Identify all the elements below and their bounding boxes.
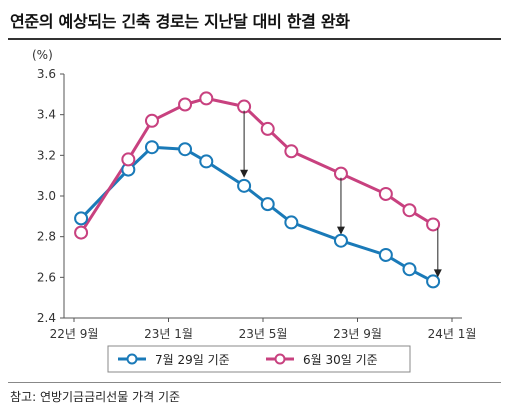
y-tick-label: 2.6 <box>37 270 56 284</box>
legend: 7월 29일 기준 6월 30일 기준 <box>107 345 411 373</box>
data-point-0 <box>178 142 193 157</box>
data-point-0 <box>74 211 89 226</box>
data-point-0 <box>144 140 159 155</box>
x-tick-label: 23년 9월 <box>333 327 382 341</box>
y-tick-label: 3.6 <box>37 67 56 81</box>
data-point-1 <box>74 225 89 240</box>
source-note: 참고: 연방기금금리선물 가격 기준 <box>10 390 181 404</box>
data-point-0 <box>237 178 252 193</box>
footer-divider <box>8 382 501 383</box>
data-point-1 <box>199 91 214 106</box>
x-tick-label: 24년 1월 <box>428 327 477 341</box>
data-point-0 <box>426 274 441 289</box>
annotation-arrows <box>240 110 442 278</box>
y-tick-label: 3.0 <box>37 189 56 203</box>
y-tick-label: 2.8 <box>37 230 56 244</box>
data-point-1 <box>178 97 193 112</box>
title-divider <box>8 38 501 40</box>
arrow-head <box>336 226 345 235</box>
legend-label-jul: 7월 29일 기준 <box>155 353 230 367</box>
legend-label-jun: 6월 30일 기준 <box>303 353 378 367</box>
chart-title: 연준의 예상되는 긴축 경로는 지난달 대비 한결 완화 <box>10 12 350 31</box>
data-point-1 <box>144 113 159 128</box>
data-point-1 <box>260 121 275 136</box>
data-point-0 <box>284 215 299 230</box>
y-tick-label: 3.4 <box>37 108 56 122</box>
x-axis-ticks: 22년 9월 23년 1월 23년 5월 23년 9월 24년 1월 <box>50 318 477 341</box>
data-point-1 <box>121 152 136 167</box>
arrow-head <box>433 269 442 278</box>
series-layer <box>74 91 441 289</box>
data-point-1 <box>378 186 393 201</box>
x-tick-label: 23년 1월 <box>144 327 193 341</box>
data-point-0 <box>333 233 348 248</box>
legend-marker-jun <box>274 353 286 365</box>
data-point-1 <box>284 144 299 159</box>
data-point-0 <box>260 197 275 212</box>
y-axis-ticks: 2.4 2.6 2.8 3.0 3.2 3.4 3.6 <box>37 67 64 325</box>
x-tick-label: 23년 5월 <box>239 327 288 341</box>
data-point-0 <box>402 262 417 277</box>
legend-box <box>107 345 411 373</box>
data-point-0 <box>199 154 214 169</box>
arrow-head <box>240 169 249 178</box>
y-axis-unit: (%) <box>32 48 53 62</box>
x-tick-label: 22년 9월 <box>50 327 99 341</box>
data-point-1 <box>402 203 417 218</box>
y-tick-label: 2.4 <box>37 311 56 325</box>
legend-marker-jul <box>126 353 138 365</box>
y-tick-label: 3.2 <box>37 148 56 162</box>
data-point-1 <box>426 217 441 232</box>
data-point-0 <box>378 247 393 262</box>
